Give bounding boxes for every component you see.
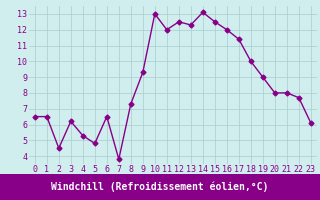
Text: Windchill (Refroidissement éolien,°C): Windchill (Refroidissement éolien,°C) [51,182,269,192]
